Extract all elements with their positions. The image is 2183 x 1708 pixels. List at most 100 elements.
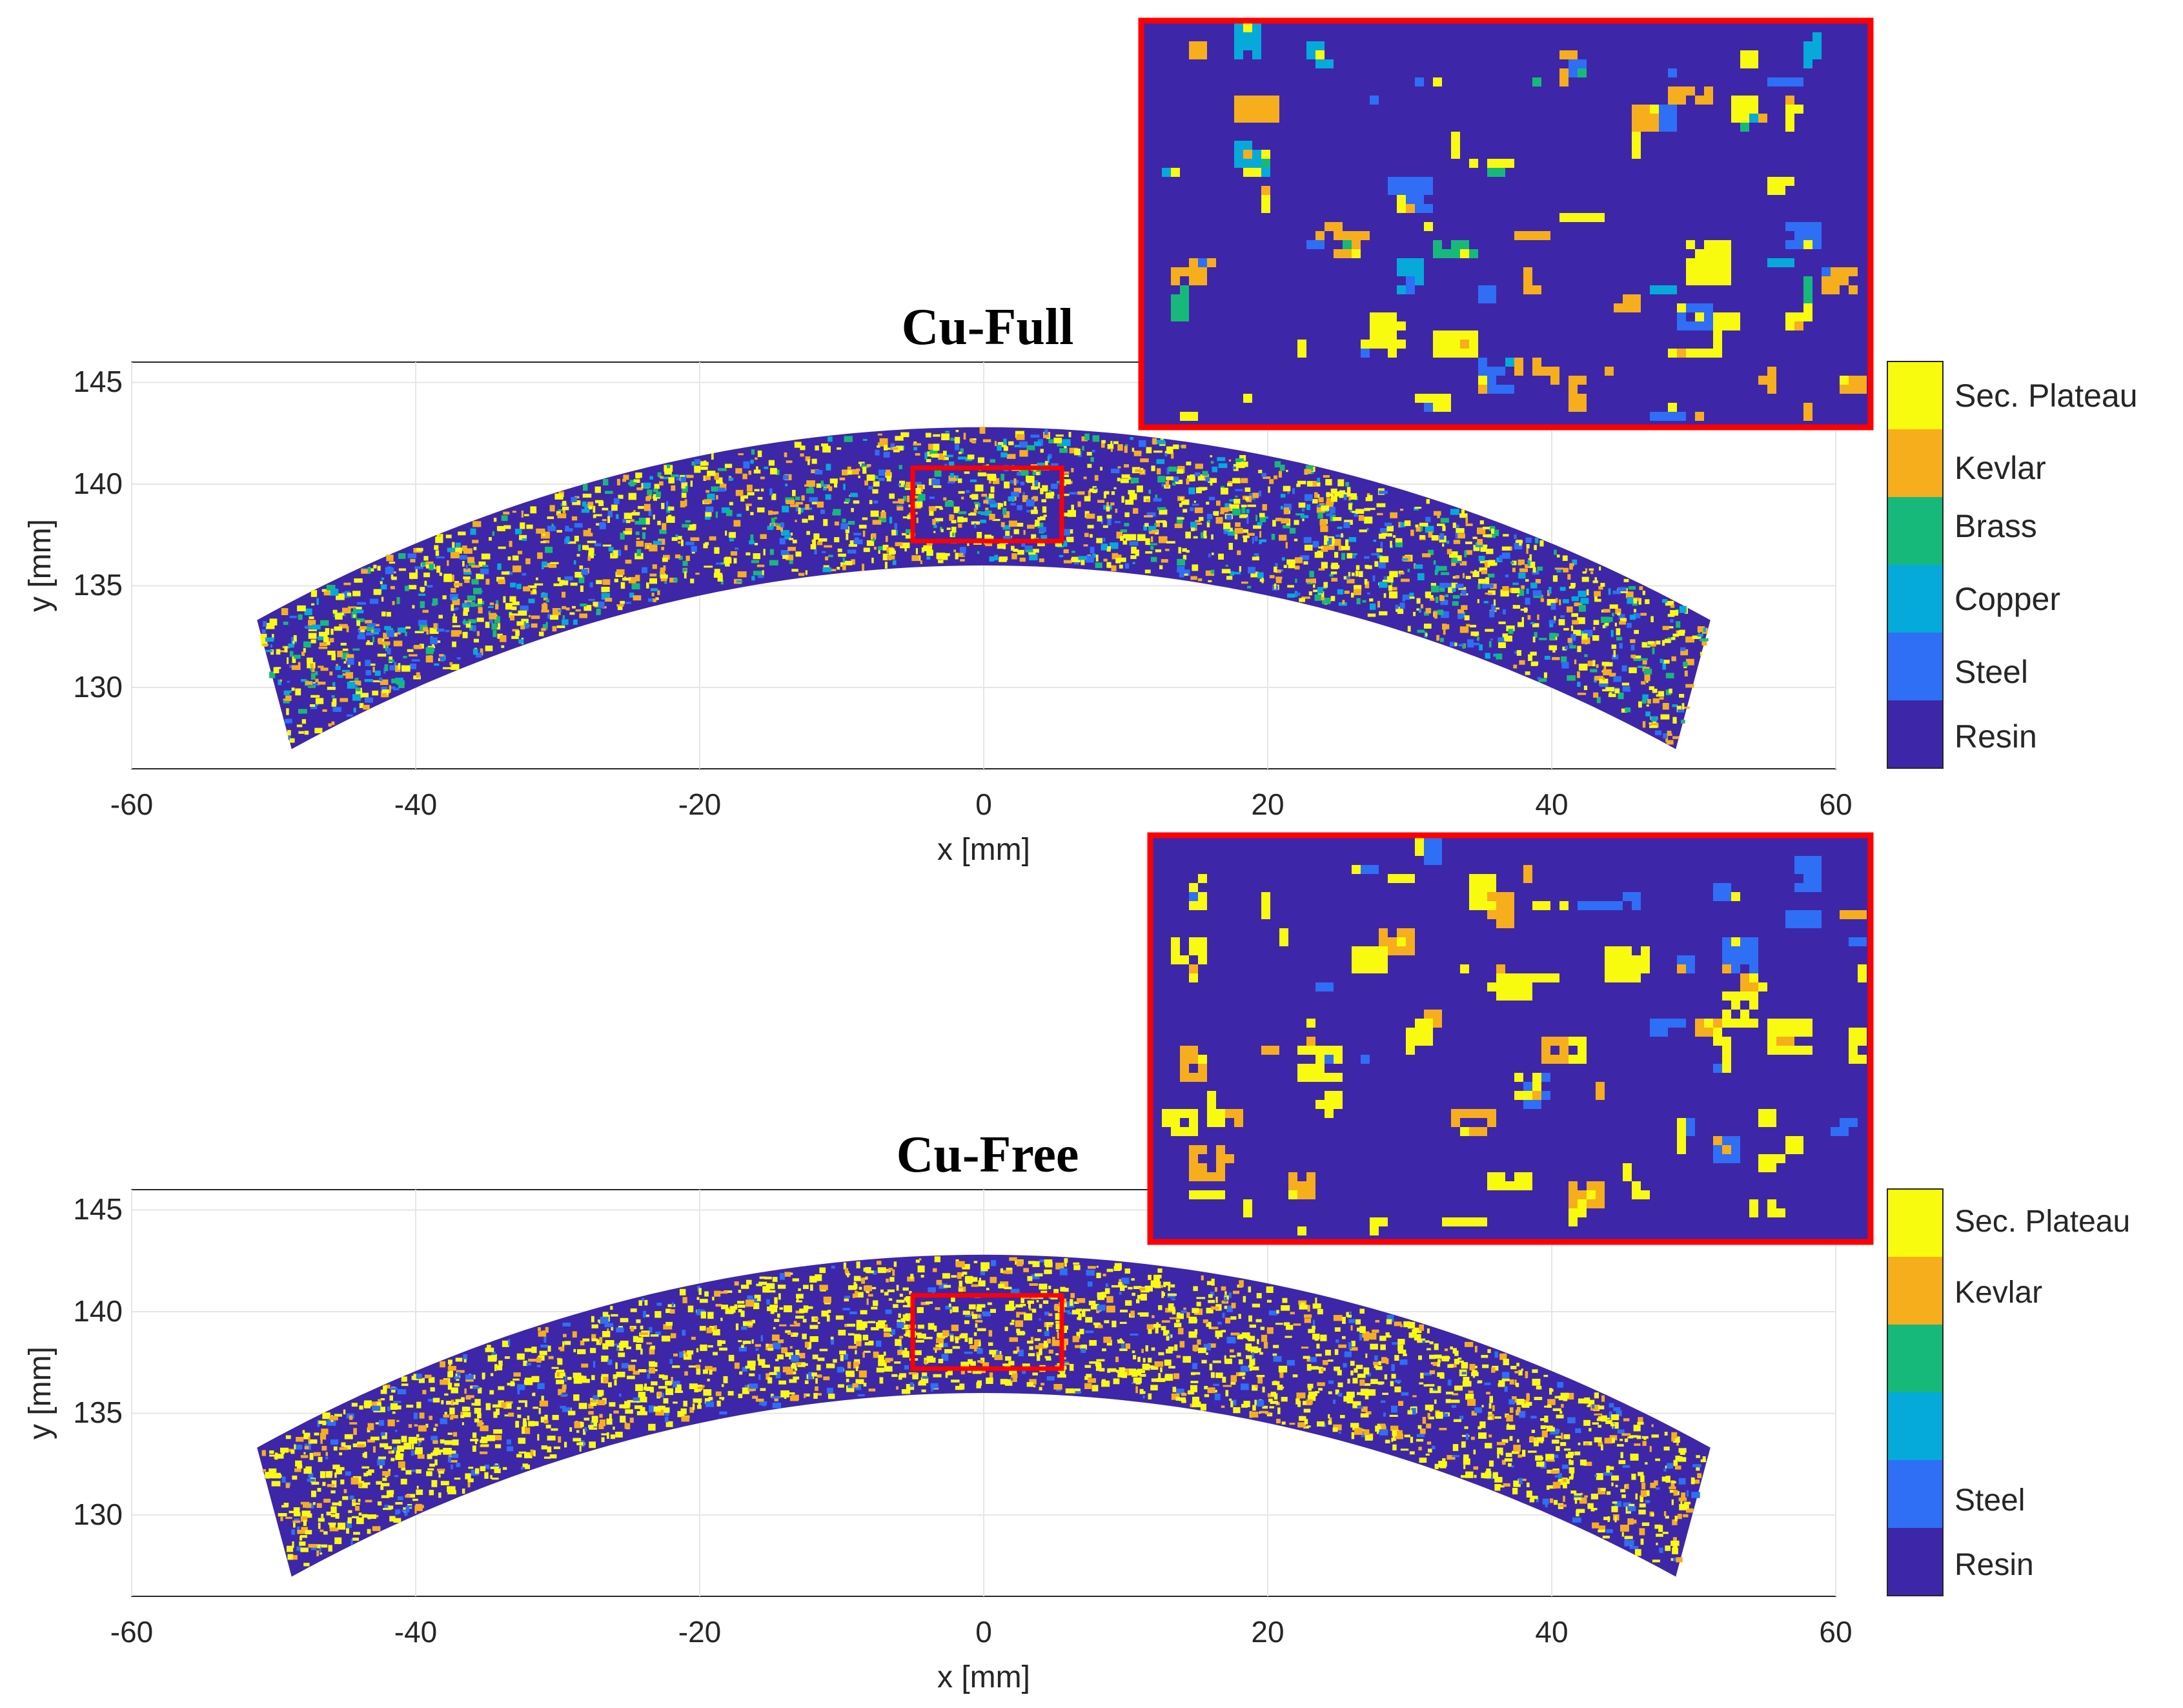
particle xyxy=(889,516,893,524)
particle xyxy=(649,1327,653,1333)
particle xyxy=(926,556,931,560)
inset-pixel xyxy=(1252,168,1261,177)
particle xyxy=(1573,629,1581,636)
particle xyxy=(1617,1429,1625,1434)
inset-pixel xyxy=(1713,340,1722,349)
particle xyxy=(1395,1434,1403,1439)
inset-pixel xyxy=(1478,385,1487,394)
particle xyxy=(1358,514,1364,521)
particle xyxy=(1233,1407,1241,1414)
particle xyxy=(1094,474,1099,481)
particle xyxy=(1506,1425,1516,1430)
particle xyxy=(1168,1285,1170,1291)
particle xyxy=(668,477,675,483)
inset-pixel xyxy=(1415,195,1424,204)
particle xyxy=(298,614,303,620)
particle xyxy=(589,1427,598,1430)
particle xyxy=(750,512,754,516)
particle xyxy=(820,484,828,487)
particle xyxy=(905,1313,913,1320)
particle xyxy=(381,641,391,646)
particle xyxy=(460,555,467,560)
particle xyxy=(1545,1454,1554,1461)
inset-pixel xyxy=(1325,222,1334,231)
particle xyxy=(418,1425,427,1432)
particle xyxy=(420,601,425,608)
particle xyxy=(1644,674,1650,681)
particle xyxy=(1215,1372,1223,1378)
particle xyxy=(596,608,601,615)
particle xyxy=(847,549,857,554)
particle xyxy=(694,465,701,473)
particle xyxy=(831,1339,835,1345)
particle xyxy=(562,1341,565,1348)
particle xyxy=(1122,534,1129,539)
particle xyxy=(329,1523,336,1529)
inset-pixel xyxy=(1767,258,1776,267)
particle xyxy=(1135,549,1139,556)
particle xyxy=(933,1347,942,1350)
particle xyxy=(1364,556,1370,559)
particle xyxy=(331,654,336,660)
particle xyxy=(396,680,405,685)
inset-pixel xyxy=(1831,267,1840,276)
particle xyxy=(977,532,982,538)
particle xyxy=(273,667,279,673)
inset-pixel xyxy=(1478,294,1487,303)
particle xyxy=(1463,1454,1469,1460)
particle xyxy=(1621,1532,1624,1537)
particle xyxy=(552,625,557,632)
particle xyxy=(1302,518,1305,522)
particle xyxy=(1446,1391,1454,1395)
inset-pixel xyxy=(1505,358,1514,367)
inset-pixel xyxy=(1713,240,1722,249)
particle xyxy=(549,1454,557,1459)
particle xyxy=(358,628,365,633)
particle xyxy=(380,1483,390,1487)
particle xyxy=(856,1319,862,1327)
particle xyxy=(1101,1292,1107,1295)
particle xyxy=(1376,548,1383,553)
particle xyxy=(845,526,849,533)
particle xyxy=(1557,1381,1563,1388)
particle xyxy=(287,729,291,736)
particle xyxy=(1501,1372,1510,1379)
particle xyxy=(1638,701,1642,708)
particle xyxy=(1641,1436,1649,1439)
particle xyxy=(1280,505,1283,510)
particle xyxy=(784,1305,793,1312)
particle xyxy=(292,640,295,645)
particle xyxy=(920,560,922,564)
particle xyxy=(1171,1393,1180,1400)
particle xyxy=(644,1299,648,1306)
particle xyxy=(1503,534,1509,537)
colorbar-swatch xyxy=(1887,429,1943,497)
particle xyxy=(591,1421,594,1427)
particle xyxy=(1124,1268,1130,1274)
particle xyxy=(597,1399,605,1405)
particle xyxy=(1087,1378,1096,1383)
particle xyxy=(1285,1325,1294,1330)
particle xyxy=(1479,520,1484,525)
particle xyxy=(1428,1449,1432,1453)
particle xyxy=(786,460,793,463)
particle xyxy=(818,538,828,542)
particle xyxy=(1450,642,1457,647)
particle xyxy=(363,1401,371,1408)
particle xyxy=(1554,549,1557,555)
inset-pixel xyxy=(1361,340,1370,349)
particle xyxy=(1239,455,1246,462)
particle xyxy=(1113,1266,1121,1271)
particle xyxy=(1489,1396,1493,1403)
particle xyxy=(438,1474,441,1478)
particle xyxy=(1148,543,1157,545)
inset-pixel xyxy=(1451,340,1460,349)
particle xyxy=(1560,615,1565,618)
particle xyxy=(891,529,897,536)
particle xyxy=(660,476,669,480)
particle xyxy=(1494,607,1500,610)
particle xyxy=(847,1361,851,1368)
particle xyxy=(1262,503,1267,511)
particle xyxy=(941,433,950,440)
particle xyxy=(1157,1268,1163,1273)
